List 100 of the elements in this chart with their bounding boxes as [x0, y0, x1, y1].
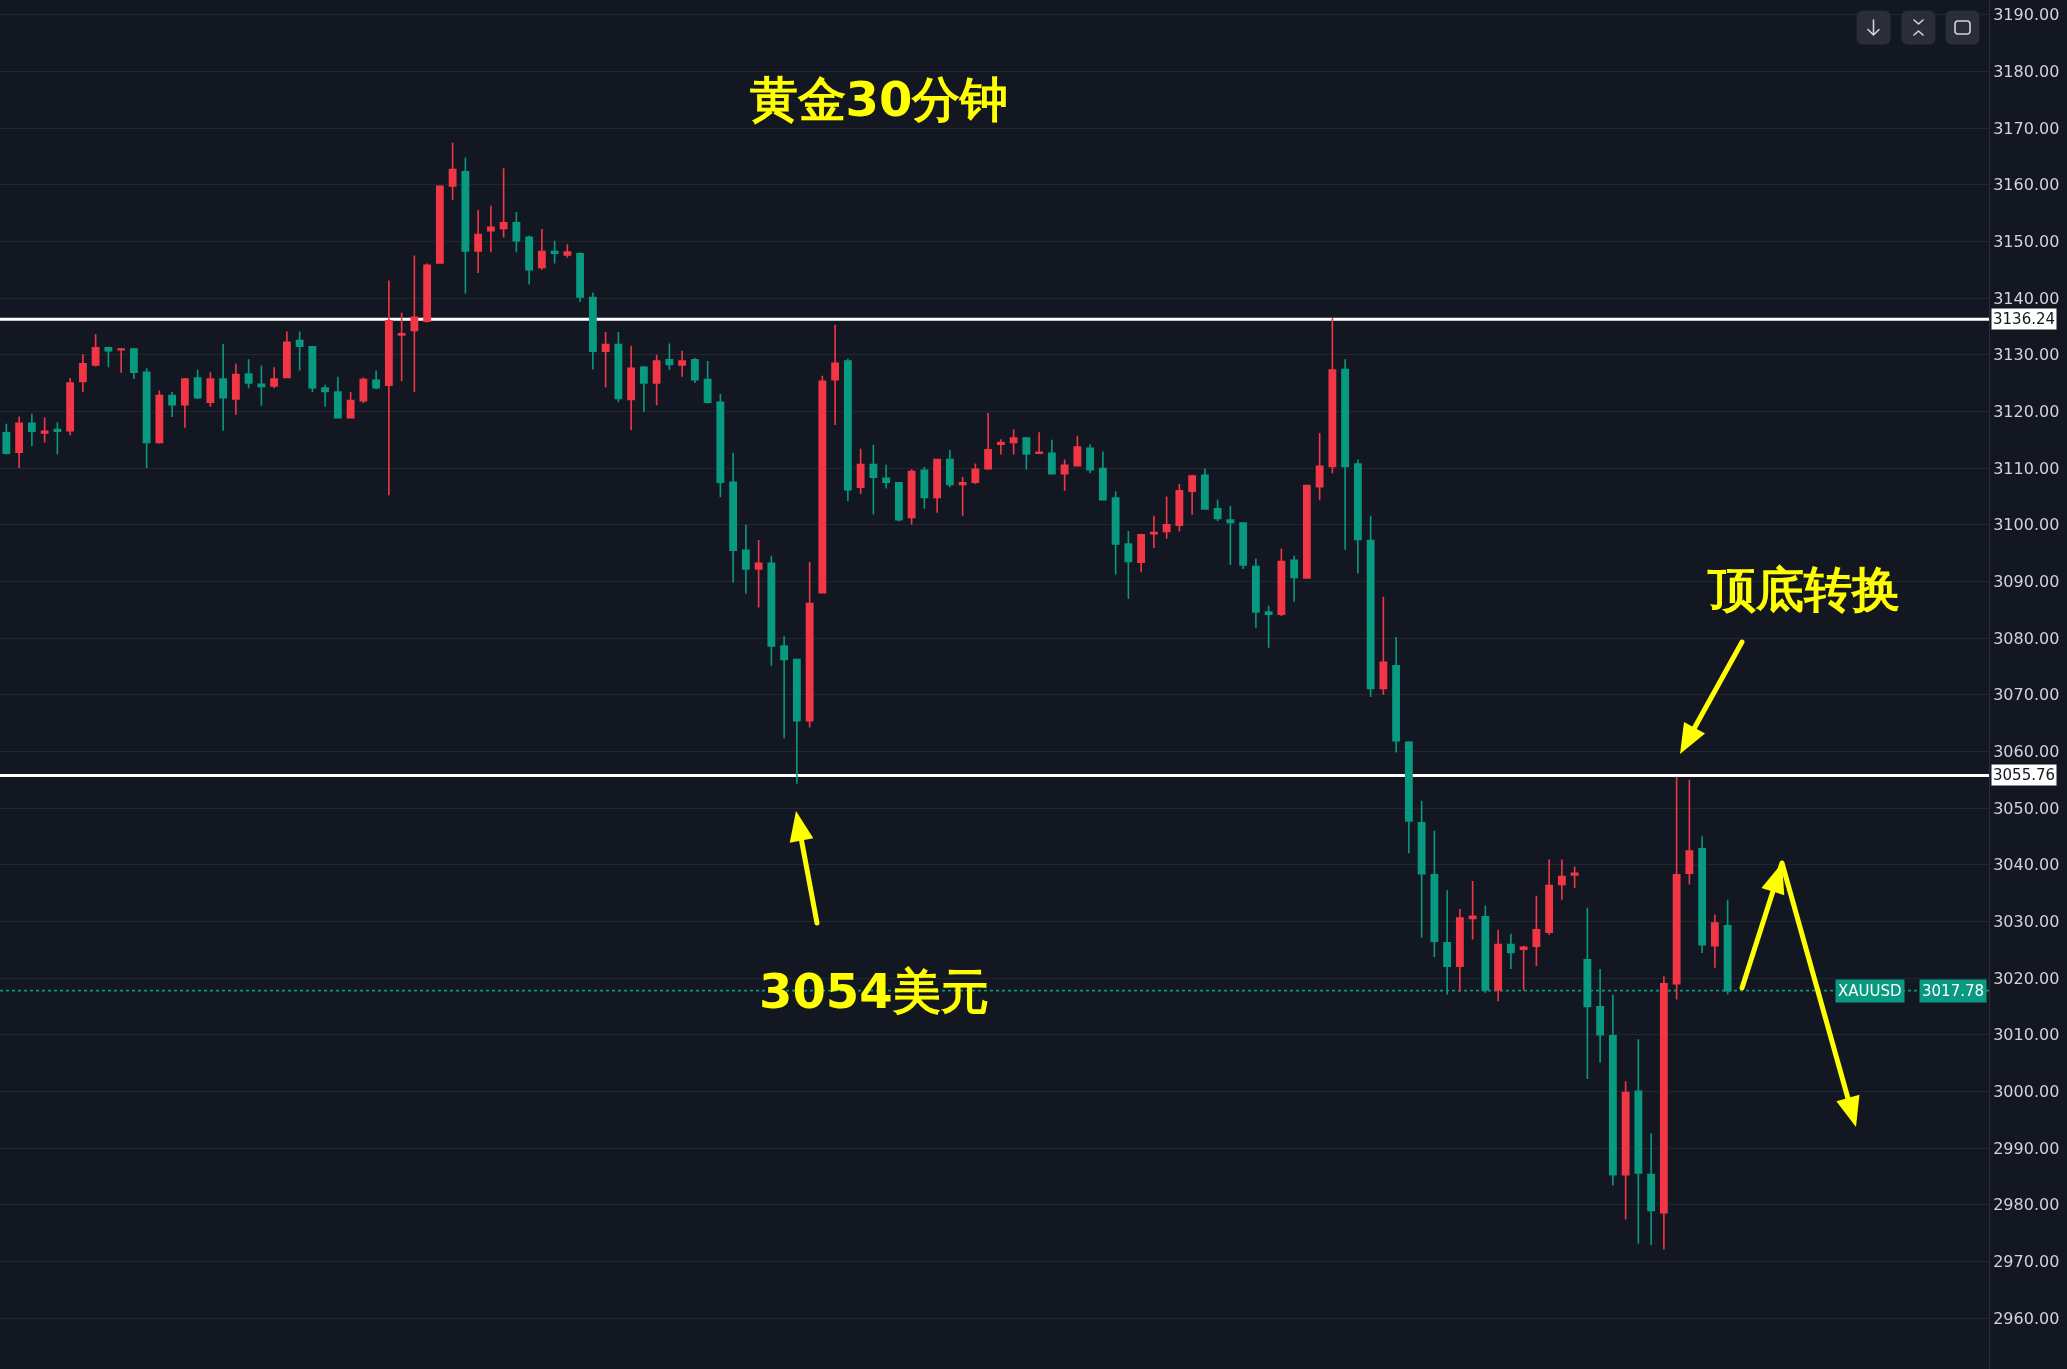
candlestick — [474, 208, 483, 274]
candlestick — [1047, 438, 1056, 476]
candlestick — [1073, 434, 1082, 468]
candlestick — [1647, 1132, 1656, 1246]
candlestick — [1468, 880, 1477, 941]
candlestick — [91, 333, 100, 368]
candlestick — [767, 555, 776, 667]
y-tick-label: 3120.00 — [1993, 401, 2060, 421]
candlestick — [550, 240, 559, 265]
candlestick — [1315, 432, 1324, 502]
candlestick — [1290, 555, 1299, 603]
y-tick-label: 3090.00 — [1993, 571, 2060, 591]
candlestick — [831, 323, 840, 426]
y-tick-label: 3100.00 — [1993, 515, 2060, 535]
candlestick — [1685, 778, 1694, 886]
candlestick — [1137, 532, 1146, 574]
candlestick — [856, 447, 865, 495]
y-tick-label: 3070.00 — [1993, 685, 2060, 705]
candlestick — [703, 360, 712, 405]
candlestick — [1086, 443, 1095, 474]
candlestick — [614, 331, 623, 404]
candlestick — [1634, 1038, 1643, 1245]
y-tick-label: 3180.00 — [1993, 62, 2060, 81]
candlestick — [1570, 865, 1579, 889]
y-tick-label: 3160.00 — [1993, 175, 2060, 195]
candlestick — [104, 347, 113, 368]
candlestick — [1519, 944, 1528, 992]
candlestick — [588, 291, 597, 371]
candlestick — [1124, 530, 1133, 600]
candlestick — [40, 416, 49, 444]
candlestick — [792, 657, 801, 785]
candlestick — [1341, 358, 1350, 551]
y-tick-label: 3000.00 — [1993, 1081, 2060, 1101]
candlestick — [1710, 913, 1719, 969]
candlestick — [1494, 929, 1503, 1003]
y-tick-label: 2960.00 — [1993, 1308, 2060, 1328]
candlestick — [1226, 505, 1235, 566]
candlestick — [627, 344, 636, 431]
candlestick — [1672, 776, 1681, 1001]
candlestick — [2, 423, 11, 456]
candlestick — [1328, 317, 1337, 474]
candlestick — [1366, 514, 1375, 698]
candlestick — [512, 211, 521, 253]
candlestick — [384, 279, 393, 497]
candlestick — [1353, 458, 1362, 575]
annotation: 3054美元 — [759, 963, 989, 1019]
candlestick — [1379, 595, 1388, 696]
candlestick — [882, 463, 891, 490]
candlestick — [754, 539, 763, 609]
candlestick — [780, 635, 789, 740]
y-tick-label: 3170.00 — [1993, 118, 2060, 138]
candlestick — [372, 369, 381, 391]
candlestick — [486, 204, 495, 253]
candlestick — [180, 377, 189, 429]
candlestick — [1302, 484, 1311, 580]
candlestick — [729, 451, 738, 584]
candlestick — [1277, 547, 1286, 617]
text: 3055.76 — [1993, 766, 2056, 784]
candlestick — [1404, 740, 1413, 855]
candlestick — [690, 357, 699, 384]
candlestick — [1659, 975, 1668, 1251]
candlestick — [78, 353, 87, 393]
candlestick — [576, 251, 585, 303]
candlestick — [843, 357, 852, 502]
candlestick — [1188, 474, 1197, 516]
candlestick — [1545, 858, 1554, 936]
candlestick — [1060, 458, 1069, 492]
candlestick — [1200, 467, 1209, 511]
candlestick — [665, 342, 674, 371]
candlestick — [448, 141, 457, 201]
candlestick — [206, 371, 215, 408]
candlestick — [308, 345, 317, 393]
candlestick — [435, 184, 444, 265]
candlestick — [1251, 557, 1260, 629]
candlestick — [461, 156, 470, 295]
candlestick — [117, 347, 126, 374]
candlestick — [958, 476, 967, 517]
candlestick — [333, 376, 342, 419]
y-tick-label: 3130.00 — [1993, 345, 2060, 365]
candlestick — [155, 389, 164, 445]
candlestick — [27, 412, 36, 447]
candlestick — [716, 393, 725, 498]
candlestick — [741, 523, 750, 595]
candlestick — [1162, 495, 1171, 540]
candlestick — [1213, 498, 1222, 523]
candlestick — [984, 412, 993, 471]
candlestick — [1698, 835, 1707, 954]
candlestick — [971, 462, 980, 485]
candlestick — [945, 449, 954, 489]
candlestick — [907, 468, 916, 526]
candlestick — [231, 362, 240, 416]
candlestick — [359, 376, 368, 404]
candlestick — [295, 330, 304, 372]
y-tick-label: 3140.00 — [1993, 288, 2060, 308]
text: 黄金30分钟 — [749, 70, 1009, 127]
candlestick — [397, 311, 406, 383]
candlestick — [525, 234, 534, 286]
candlestick — [1175, 483, 1184, 533]
candlestick — [805, 561, 814, 729]
candlestick — [15, 415, 24, 469]
